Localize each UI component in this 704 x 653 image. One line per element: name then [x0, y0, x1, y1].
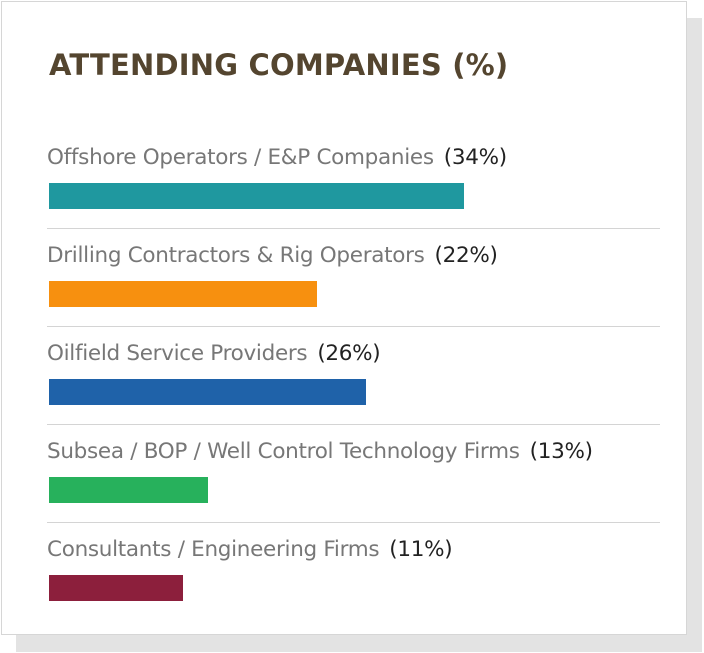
bar-track [49, 379, 659, 405]
bar-track [49, 183, 659, 209]
value-label: (13%) [529, 439, 593, 464]
category-label: Oilfield Service Providers (26%) [47, 341, 381, 366]
chart-card [1, 1, 687, 635]
category-label: Subsea / BOP / Well Control Technology F… [47, 439, 593, 464]
value-label: (26%) [317, 341, 381, 366]
category-name: Subsea / BOP / Well Control Technology F… [47, 439, 520, 464]
bar-row: Subsea / BOP / Well Control Technology F… [47, 439, 660, 537]
category-label: Consultants / Engineering Firms (11%) [47, 537, 453, 562]
category-name: Oilfield Service Providers [47, 341, 308, 366]
value-label: (11%) [389, 537, 453, 562]
bar-track [49, 281, 659, 307]
row-divider [47, 228, 660, 229]
bar [49, 379, 367, 405]
bar-track [49, 477, 659, 503]
category-label: Drilling Contractors & Rig Operators (22%… [47, 243, 498, 268]
bar-row: Offshore Operators / E&P Companies (34%) [47, 145, 660, 243]
bar [49, 183, 464, 209]
bar [49, 281, 318, 307]
row-divider [47, 522, 660, 523]
chart-title: ATTENDING COMPANIES (%) [49, 48, 509, 82]
bar-track [49, 575, 659, 601]
bar-row: Oilfield Service Providers (26%) [47, 341, 660, 439]
bar-row: Drilling Contractors & Rig Operators (22%… [47, 243, 660, 341]
category-name: Offshore Operators / E&P Companies [47, 145, 434, 170]
bar [49, 575, 184, 601]
category-name: Consultants / Engineering Firms [47, 537, 380, 562]
row-divider [47, 326, 660, 327]
value-label: (34%) [443, 145, 507, 170]
category-name: Drilling Contractors & Rig Operators [47, 243, 425, 268]
bar [49, 477, 208, 503]
category-label: Offshore Operators / E&P Companies (34%) [47, 145, 507, 170]
row-divider [47, 424, 660, 425]
bar-row: Consultants / Engineering Firms (11%) [47, 537, 658, 635]
value-label: (22%) [434, 243, 498, 268]
